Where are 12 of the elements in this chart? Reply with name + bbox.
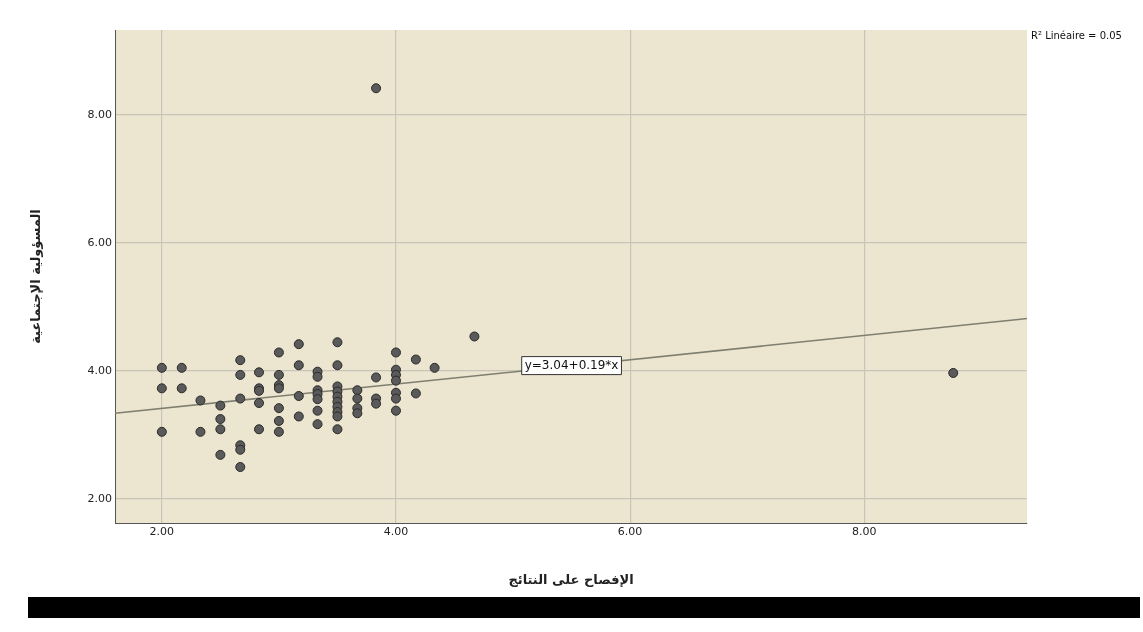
- y-tick-label: 2.00: [87, 491, 112, 505]
- x-tick-label: 8.00: [852, 525, 877, 539]
- y-axis-title: المسؤولية الإجتماعية: [28, 209, 44, 344]
- x-axis-title: الإفصاح على النتائج: [508, 571, 634, 587]
- x-tick-label: 4.00: [383, 525, 409, 539]
- x-tick-label: 6.00: [617, 525, 643, 539]
- y-tick-label: 4.00: [87, 363, 112, 377]
- annotation: y=3.04+0.19*x: [524, 357, 619, 372]
- text: R² Linéaire = 0.05: [1031, 29, 1122, 41]
- x-tick-label: 2.00: [149, 525, 175, 539]
- y-tick-label: 6.00: [87, 235, 112, 249]
- y-tick-label: 8.00: [87, 107, 112, 121]
